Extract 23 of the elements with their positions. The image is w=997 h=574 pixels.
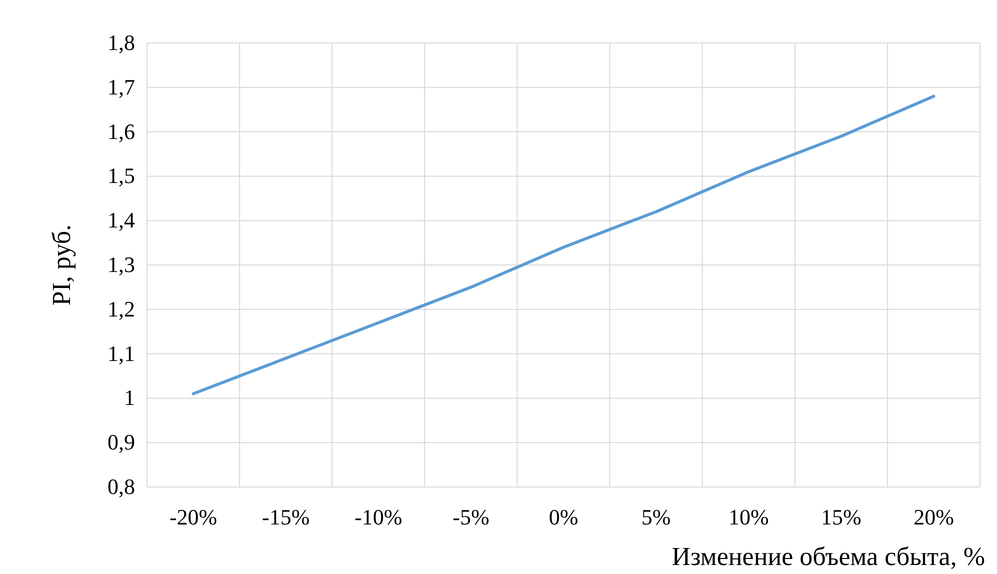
x-tick-label: 0% bbox=[548, 504, 578, 530]
y-tick-label: 1,2 bbox=[108, 296, 135, 322]
y-axis-title: PI, руб. bbox=[47, 224, 76, 306]
y-tick-label: 1 bbox=[124, 385, 135, 410]
y-tick-label: 0,9 bbox=[108, 430, 135, 455]
x-tick-label: -5% bbox=[452, 504, 490, 530]
y-tick-label: 1,4 bbox=[108, 208, 135, 233]
line-series bbox=[192, 94, 936, 396]
y-tick-label: 1,1 bbox=[108, 340, 135, 366]
y-tick-label: 1,3 bbox=[108, 252, 135, 278]
x-tick-label: 20% bbox=[914, 504, 954, 530]
x-tick-label: 5% bbox=[641, 504, 671, 530]
y-tick-label: 0,8 bbox=[108, 474, 135, 500]
x-tick-label: -15% bbox=[262, 504, 310, 530]
x-tick-label: -10% bbox=[354, 504, 402, 530]
y-tick-label: 1,8 bbox=[108, 30, 135, 56]
y-tick-label: 1,5 bbox=[108, 163, 135, 188]
y-tick-label: 1,7 bbox=[108, 74, 135, 100]
x-tick-label: -20% bbox=[169, 504, 218, 530]
y-tick-label: 1,6 bbox=[108, 118, 135, 144]
x-tick-label: 15% bbox=[821, 504, 862, 530]
x-axis-title: Изменение объема сбыта, % bbox=[672, 542, 985, 571]
x-tick-label: 10% bbox=[728, 504, 769, 530]
